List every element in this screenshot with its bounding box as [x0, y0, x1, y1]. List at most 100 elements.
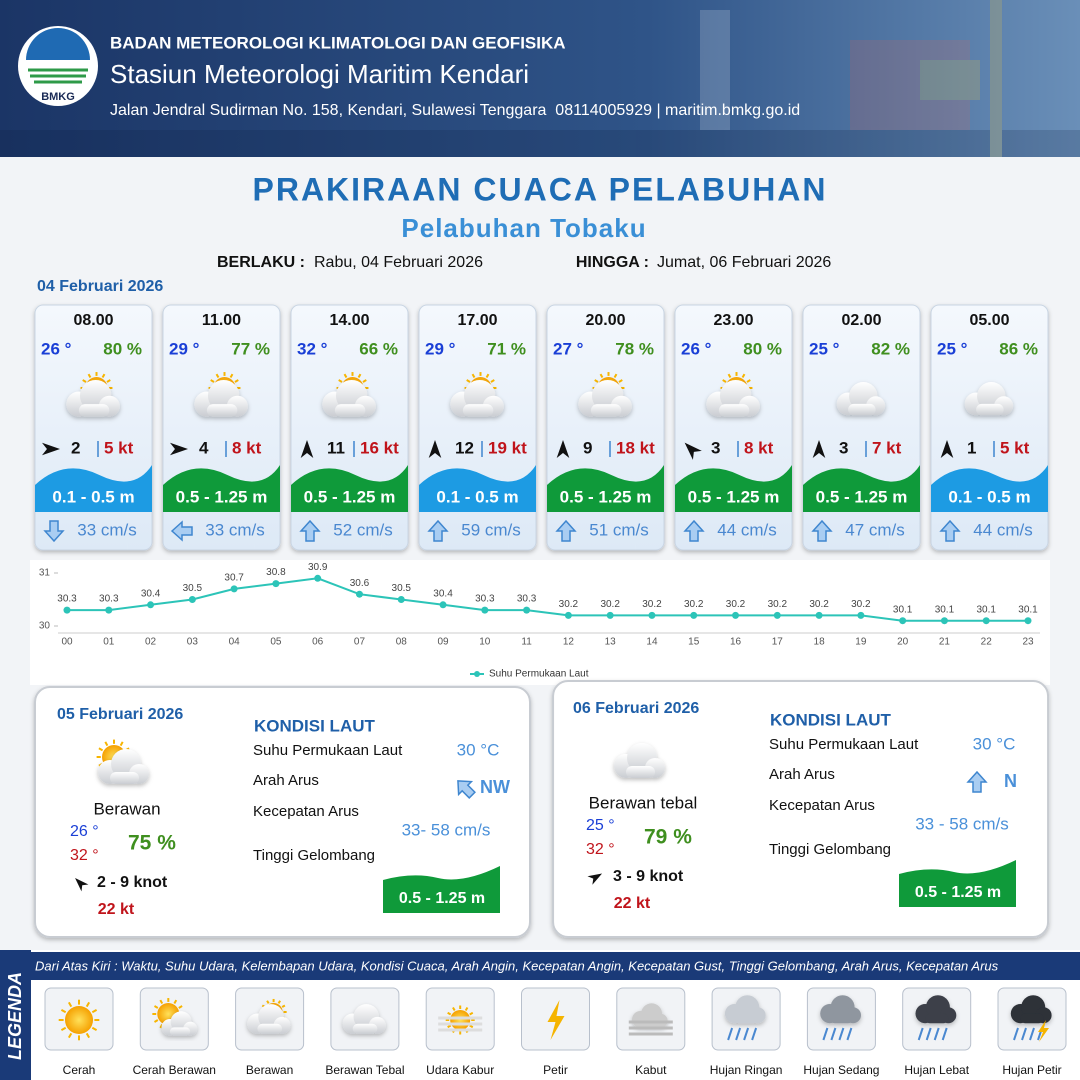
wave-band: [291, 465, 408, 512]
data-label: 30.3: [475, 594, 495, 605]
x-tick-label: 12: [563, 637, 575, 648]
legend-item: Cerah Berawan: [133, 1063, 216, 1077]
data-label: 30.7: [224, 573, 244, 584]
sst: 30 °C: [973, 734, 1016, 753]
gust: 19 kt: [488, 438, 527, 457]
sun-ray: [469, 1011, 474, 1016]
sst-point: [815, 611, 823, 619]
cloud-icon: [820, 995, 861, 1024]
temp-min: 25 °: [586, 817, 615, 834]
current-dir-label: Arah Arus: [253, 772, 319, 789]
sun-ray: [98, 747, 104, 752]
sun-ray: [104, 741, 109, 747]
legend-title: LEGENDA: [5, 972, 25, 1060]
sst-point: [188, 596, 196, 603]
sun-ray: [485, 373, 490, 379]
wave-band: [931, 465, 1048, 512]
sst-point: [773, 611, 781, 619]
legend-bar: [31, 952, 1080, 980]
gust: 16 kt: [360, 438, 399, 457]
wave-height: 0.5 - 1.25 m: [176, 487, 268, 506]
gust: 8 kt: [232, 438, 262, 457]
legend-dot: [474, 671, 480, 677]
cloud-icon: [194, 379, 248, 417]
cloud-icon: [578, 379, 632, 417]
wind-speed: 3: [839, 438, 848, 457]
cloud-part: [78, 404, 110, 417]
sun-ray: [471, 373, 476, 379]
wave-label: Tinggi Gelombang: [253, 847, 375, 864]
sun-ray: [452, 1006, 456, 1011]
cloud-icon: [342, 1004, 386, 1034]
cloud-part: [462, 404, 494, 417]
rain-drop: [838, 1027, 845, 1041]
sun-ray: [362, 379, 367, 383]
sst-point: [272, 580, 280, 588]
x-tick-label: 02: [145, 637, 157, 648]
wave-band: [899, 860, 1016, 907]
sun-ray: [277, 1000, 281, 1004]
humidity: 77 %: [231, 339, 270, 358]
wave-height: 0.1 - 0.5 m: [52, 487, 134, 506]
x-tick-label: 17: [772, 637, 784, 648]
sst: 30 °C: [457, 740, 500, 759]
x-tick-label: 03: [187, 637, 199, 648]
wave-height: 0.5 - 1.25 m: [304, 487, 396, 506]
to-date: Jumat, 06 Februari 2026: [657, 254, 831, 271]
cloud-icon: [98, 749, 149, 784]
temperature: 26 °: [681, 339, 712, 358]
data-label: 30.2: [851, 599, 871, 610]
x-tick-label: 13: [605, 637, 617, 648]
time: 11.00: [202, 312, 241, 329]
cloud-part: [257, 1023, 283, 1034]
x-tick-label: 19: [855, 637, 867, 648]
sun-ray: [281, 1004, 286, 1008]
temperature: 27 °: [553, 339, 584, 358]
legend-description: Dari Atas Kiri : Waktu, Suhu Udara, Kele…: [35, 958, 999, 973]
day-date: 06 Februari 2026: [573, 700, 699, 717]
cloud-icon: [706, 379, 760, 417]
wind-speed: 9: [583, 438, 592, 457]
sun-ray: [91, 1026, 98, 1032]
sun-ray: [178, 1005, 183, 1009]
sun-ray: [60, 1008, 67, 1014]
sst-point: [564, 611, 572, 619]
current-arrow: [939, 519, 961, 542]
wind-arrow: [940, 440, 954, 458]
current-speed: 33- 58 cm/s: [402, 820, 491, 839]
sst-point: [105, 606, 113, 614]
sun-ray: [741, 373, 746, 379]
cloud-icon: [915, 995, 957, 1024]
humidity: 75 %: [128, 832, 176, 855]
wind-range: 2 - 9 knot: [97, 874, 168, 891]
temperature: 32 °: [297, 339, 328, 358]
day-panel: [34, 686, 531, 938]
rain-drop: [1021, 1027, 1027, 1041]
sun-ray: [618, 379, 623, 383]
data-label: 30.8: [266, 567, 286, 578]
cloud-part: [829, 1013, 853, 1024]
temp-max: 32 °: [70, 847, 99, 864]
temperature: 26 °: [41, 339, 72, 358]
current-dir-label: Arah Arus: [769, 766, 835, 783]
sun-disc: [65, 1006, 93, 1034]
data-label: 30.2: [642, 599, 662, 610]
cloud-part: [925, 1013, 949, 1024]
sun-ray: [447, 1024, 452, 1029]
cloud-icon: [247, 1004, 291, 1034]
x-tick-label: 04: [229, 637, 241, 648]
logo-stripes: [28, 68, 88, 84]
current-dir: N: [1004, 771, 1017, 791]
title: PRAKIRAAN CUACA PELABUHAN: [252, 171, 827, 207]
current-arrow: [427, 519, 449, 542]
sun-ray: [159, 999, 164, 1005]
legend-item: Hujan Lebat: [904, 1063, 969, 1077]
current-arrow: [555, 519, 577, 542]
wind-arrow: [300, 440, 314, 458]
humidity: 71 %: [487, 339, 526, 358]
wind-range: 3 - 9 knot: [613, 868, 684, 885]
rain-drop: [925, 1027, 932, 1041]
legend-item: Hujan Ringan: [710, 1063, 783, 1077]
current-arrow: [966, 770, 988, 793]
sun-ray: [91, 1008, 98, 1014]
